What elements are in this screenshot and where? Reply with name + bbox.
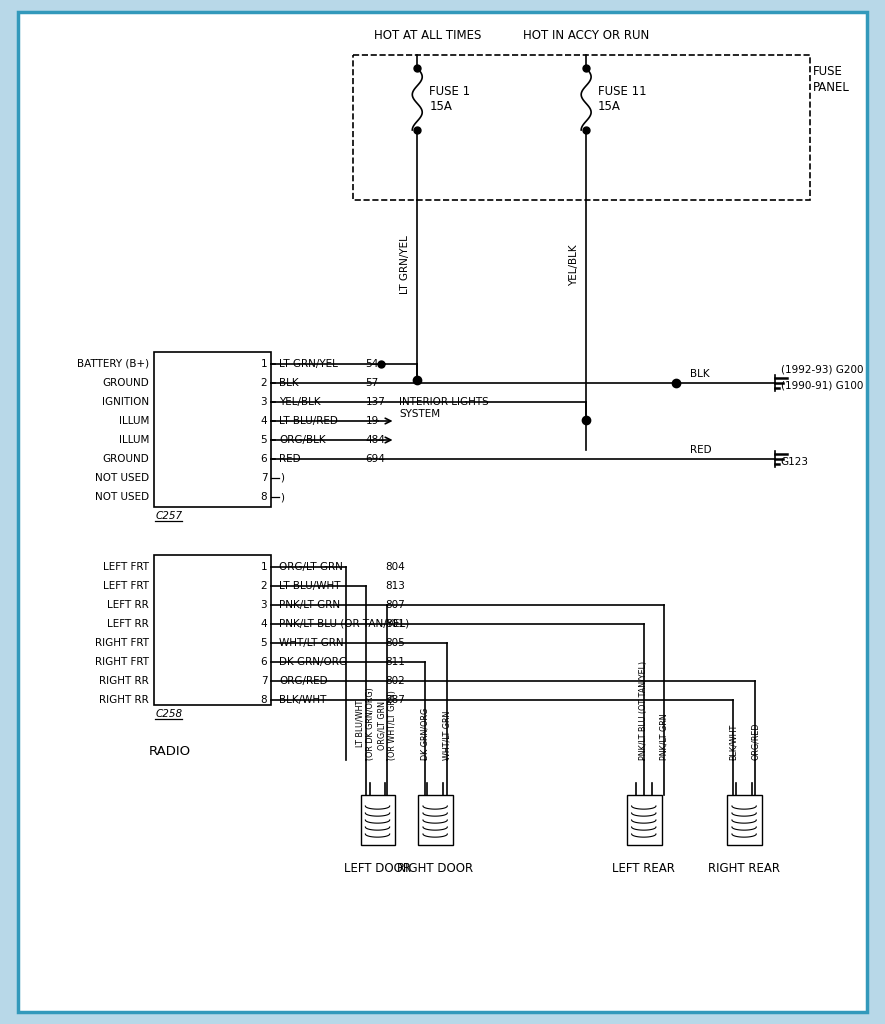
- Text: RIGHT REAR: RIGHT REAR: [708, 862, 780, 874]
- Bar: [353, 55, 810, 200]
- Text: 6: 6: [260, 454, 267, 464]
- Text: LEFT REAR: LEFT REAR: [612, 862, 675, 874]
- Text: 6: 6: [260, 657, 267, 667]
- Text: 4: 4: [260, 618, 267, 629]
- Text: RADIO: RADIO: [149, 745, 191, 758]
- Text: LT BLU/WHT
(OR DK GRN/ORG): LT BLU/WHT (OR DK GRN/ORG): [356, 687, 375, 760]
- Text: 807: 807: [386, 600, 405, 610]
- Text: LEFT FRT: LEFT FRT: [103, 562, 149, 572]
- Text: 801: 801: [386, 618, 405, 629]
- Text: BLK: BLK: [279, 378, 299, 388]
- Text: 8: 8: [260, 492, 267, 502]
- Text: LT GRN/YEL: LT GRN/YEL: [400, 236, 411, 295]
- Text: RIGHT FRT: RIGHT FRT: [95, 657, 149, 667]
- Text: NOT USED: NOT USED: [95, 492, 149, 502]
- Text: GROUND: GROUND: [103, 378, 149, 388]
- Text: 7: 7: [260, 676, 267, 686]
- Text: LEFT RR: LEFT RR: [107, 618, 149, 629]
- Text: 3: 3: [260, 397, 267, 407]
- Text: IGNITION: IGNITION: [102, 397, 149, 407]
- Text: 57: 57: [366, 378, 379, 388]
- Text: ORG/LT GRN: ORG/LT GRN: [279, 562, 343, 572]
- Text: YEL/BLK: YEL/BLK: [569, 244, 579, 286]
- Text: RED: RED: [279, 454, 301, 464]
- Text: PNK/LT BLU (OR TAN/YEL): PNK/LT BLU (OR TAN/YEL): [279, 618, 410, 629]
- Text: HOT IN ACCY OR RUN: HOT IN ACCY OR RUN: [523, 29, 650, 42]
- Text: 484: 484: [366, 435, 386, 445]
- Bar: [627, 795, 662, 845]
- Text: 7: 7: [260, 473, 267, 483]
- Text: WHT/LT GRN: WHT/LT GRN: [279, 638, 343, 648]
- Text: BLK/WHT: BLK/WHT: [279, 695, 327, 705]
- Text: ORG/LT GRN
(OR WHT/LT GRN): ORG/LT GRN (OR WHT/LT GRN): [378, 690, 397, 760]
- Text: 802: 802: [386, 676, 405, 686]
- Text: NOT USED: NOT USED: [95, 473, 149, 483]
- Text: 5: 5: [260, 435, 267, 445]
- Text: 2: 2: [260, 378, 267, 388]
- Text: FUSE
PANEL: FUSE PANEL: [812, 65, 850, 94]
- Text: 811: 811: [386, 657, 405, 667]
- Text: 19: 19: [366, 416, 379, 426]
- Text: RED: RED: [690, 445, 712, 455]
- Text: BLK: BLK: [690, 369, 710, 379]
- Text: WHT/LT GRN: WHT/LT GRN: [442, 711, 451, 760]
- Text: YEL/BLK: YEL/BLK: [279, 397, 320, 407]
- Text: G123: G123: [781, 457, 809, 467]
- Text: PNK/LT BLU (OT TAN/YEL): PNK/LT BLU (OT TAN/YEL): [639, 660, 649, 760]
- Text: 2: 2: [260, 581, 267, 591]
- Text: RIGHT FRT: RIGHT FRT: [95, 638, 149, 648]
- Text: 694: 694: [366, 454, 386, 464]
- Bar: [419, 795, 453, 845]
- Text: 805: 805: [386, 638, 405, 648]
- Text: LEFT DOOR: LEFT DOOR: [344, 862, 411, 874]
- Text: ORG/RED: ORG/RED: [279, 676, 327, 686]
- Text: 804: 804: [386, 562, 405, 572]
- Text: LT BLU/WHT: LT BLU/WHT: [279, 581, 341, 591]
- Text: (1990-91) G100: (1990-91) G100: [781, 381, 863, 391]
- Text: BATTERY (B+): BATTERY (B+): [77, 359, 149, 369]
- Text: RIGHT RR: RIGHT RR: [99, 676, 149, 686]
- Text: LT GRN/YEL: LT GRN/YEL: [279, 359, 338, 369]
- Text: 287: 287: [386, 695, 405, 705]
- Text: ): ): [281, 473, 284, 483]
- Bar: [727, 795, 762, 845]
- Text: DK GRN/ORG: DK GRN/ORG: [420, 708, 430, 760]
- Text: FUSE 1
15A: FUSE 1 15A: [429, 85, 470, 113]
- Text: LT BLU/RED: LT BLU/RED: [279, 416, 338, 426]
- Text: ORG/BLK: ORG/BLK: [279, 435, 326, 445]
- Text: 3: 3: [260, 600, 267, 610]
- Text: ): ): [281, 492, 284, 502]
- Text: ILLUM: ILLUM: [119, 435, 149, 445]
- Text: INTERIOR LIGHTS
SYSTEM: INTERIOR LIGHTS SYSTEM: [399, 397, 489, 419]
- Text: DK GRN/ORG: DK GRN/ORG: [279, 657, 347, 667]
- Text: GROUND: GROUND: [103, 454, 149, 464]
- Text: (1992-93) G200: (1992-93) G200: [781, 365, 864, 375]
- Text: PNK/LT GRN: PNK/LT GRN: [659, 714, 668, 760]
- Text: ORG/RED: ORG/RED: [750, 723, 759, 760]
- Text: LEFT RR: LEFT RR: [107, 600, 149, 610]
- Text: 4: 4: [260, 416, 267, 426]
- Bar: [154, 555, 271, 705]
- Text: LEFT FRT: LEFT FRT: [103, 581, 149, 591]
- Text: RIGHT DOOR: RIGHT DOOR: [397, 862, 473, 874]
- Text: RIGHT RR: RIGHT RR: [99, 695, 149, 705]
- Text: HOT AT ALL TIMES: HOT AT ALL TIMES: [373, 29, 481, 42]
- Text: PNK/LT GRN: PNK/LT GRN: [279, 600, 341, 610]
- Text: ILLUM: ILLUM: [119, 416, 149, 426]
- Text: 1: 1: [260, 562, 267, 572]
- Text: BLK/WHT: BLK/WHT: [728, 724, 738, 760]
- Text: 5: 5: [260, 638, 267, 648]
- Text: 54: 54: [366, 359, 379, 369]
- Text: 137: 137: [366, 397, 386, 407]
- Text: C257: C257: [156, 511, 183, 521]
- Text: FUSE 11
15A: FUSE 11 15A: [598, 85, 647, 113]
- Bar: [154, 352, 271, 507]
- Bar: [360, 795, 396, 845]
- Text: 813: 813: [386, 581, 405, 591]
- Text: C258: C258: [156, 709, 183, 719]
- Text: 8: 8: [260, 695, 267, 705]
- Text: 1: 1: [260, 359, 267, 369]
